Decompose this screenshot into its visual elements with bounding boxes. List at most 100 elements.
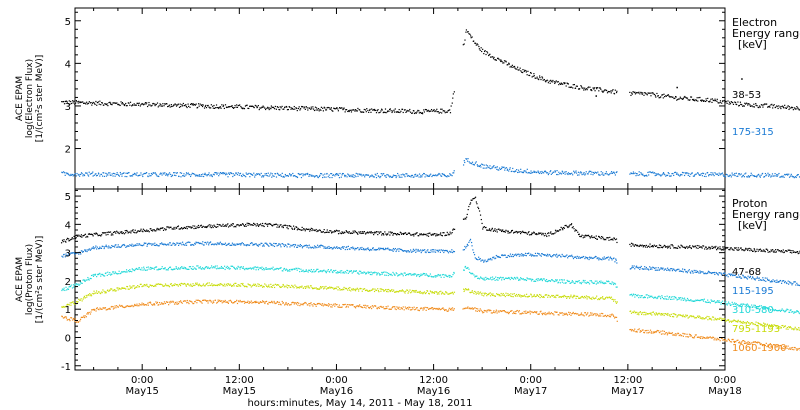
data-point (465, 218, 467, 220)
data-point (492, 278, 494, 280)
data-point (302, 229, 304, 231)
data-point (61, 289, 63, 292)
data-point (222, 173, 224, 175)
data-point (353, 109, 355, 111)
data-point (667, 267, 669, 269)
data-point (693, 98, 695, 101)
data-point (492, 257, 494, 259)
data-point (119, 104, 121, 107)
data-point (347, 245, 349, 247)
data-point (739, 304, 741, 306)
data-point (355, 172, 357, 175)
data-point (750, 174, 752, 177)
data-point (395, 250, 397, 253)
data-point (490, 56, 492, 58)
data-point (210, 267, 212, 269)
data-point (513, 231, 515, 233)
data-point (248, 244, 250, 246)
data-point (470, 37, 472, 39)
data-point (396, 233, 399, 235)
data-point (110, 102, 112, 104)
data-point (374, 109, 376, 112)
data-point (182, 267, 185, 270)
data-point (107, 247, 109, 249)
data-point (630, 268, 632, 270)
data-point (184, 175, 186, 177)
data-point (127, 270, 130, 272)
data-point (696, 97, 698, 99)
data-point (775, 281, 777, 283)
data-point (587, 86, 590, 88)
data-point (87, 174, 89, 176)
data-point (575, 229, 577, 231)
data-point (711, 300, 714, 302)
data-point (193, 244, 195, 246)
data-point (69, 174, 71, 177)
data-point (221, 267, 223, 269)
data-point (477, 165, 479, 167)
data-point (702, 245, 704, 247)
plot-frame-electron (74, 7, 726, 190)
data-point (609, 257, 611, 259)
data-point (368, 231, 371, 233)
data-point (297, 107, 300, 110)
data-point (738, 104, 741, 107)
data-point (584, 282, 586, 284)
data-point (445, 275, 447, 277)
data-point (419, 111, 422, 114)
data-point (292, 175, 295, 177)
data-point (576, 255, 578, 257)
data-point (236, 224, 238, 226)
data-point (410, 234, 412, 236)
data-point (695, 271, 698, 274)
data-point (222, 105, 224, 108)
data-point (690, 247, 692, 250)
data-point (68, 100, 70, 102)
data-point (82, 235, 85, 237)
data-point (734, 101, 737, 104)
data-point (287, 270, 289, 272)
data-point (715, 245, 717, 248)
data-point (217, 106, 219, 109)
data-point (783, 107, 785, 109)
data-point (437, 251, 439, 253)
data-point (142, 175, 144, 178)
data-point (591, 235, 593, 237)
data-point (790, 309, 792, 311)
data-point (794, 108, 796, 110)
data-point (435, 276, 437, 278)
data-point (245, 225, 247, 227)
data-point (771, 250, 773, 252)
data-point (125, 246, 127, 248)
data-point (469, 238, 472, 240)
data-point (712, 247, 715, 249)
data-point (524, 279, 526, 281)
data-point (180, 242, 182, 244)
data-point (391, 176, 393, 178)
data-point (73, 235, 75, 238)
data-point (340, 176, 342, 178)
data-point (577, 231, 579, 233)
data-point (199, 242, 201, 244)
data-point (308, 174, 310, 176)
data-point (188, 268, 190, 270)
data-point (304, 244, 307, 247)
data-point (565, 282, 567, 284)
data-point (689, 300, 691, 302)
data-point (486, 51, 488, 53)
data-point (342, 232, 345, 234)
data-point (615, 258, 617, 260)
data-point (147, 230, 149, 232)
data-point (539, 254, 541, 256)
data-point (684, 269, 686, 271)
data-point (706, 99, 708, 102)
data-point (532, 278, 534, 281)
data-point (246, 104, 248, 106)
data-point (213, 266, 215, 268)
data-point (406, 110, 408, 113)
data-point (684, 95, 686, 98)
data-point (170, 175, 172, 178)
data-point (495, 254, 497, 257)
data-point (411, 174, 413, 177)
data-point (610, 172, 612, 174)
